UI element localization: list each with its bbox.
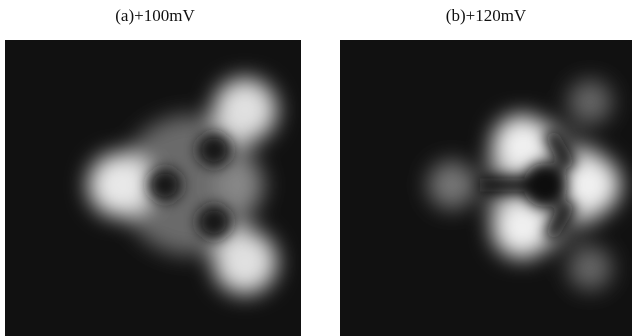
- figure: (a)+100mV (b)+120mV: [0, 0, 632, 336]
- images: [0, 0, 632, 336]
- image-a: [5, 40, 301, 336]
- image-b: [340, 40, 632, 336]
